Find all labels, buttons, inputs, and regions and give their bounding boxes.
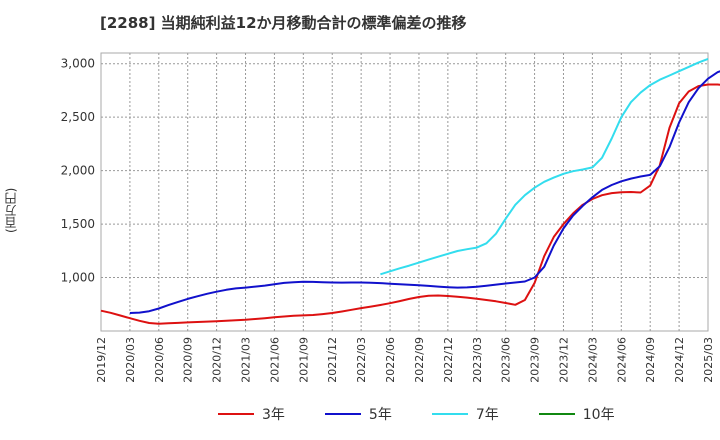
legend-item-3y: 3年: [218, 404, 285, 424]
y-tick-label: 2,500: [61, 110, 95, 124]
legend-swatch-3y: [218, 413, 254, 415]
x-tick-label: 2022/12: [442, 337, 455, 383]
x-tick-label: 2020/12: [211, 337, 224, 383]
x-tick-label: 2023/03: [471, 337, 484, 383]
x-tick-label: 2020/03: [124, 337, 137, 383]
series-5y-line: [129, 70, 720, 314]
x-tick-label: 2022/03: [355, 337, 368, 383]
legend-swatch-10y: [538, 413, 575, 415]
legend-item-10y: 10年: [538, 404, 615, 424]
y-tick-label: 2,000: [61, 164, 95, 178]
x-tick-label: 2024/09: [644, 337, 657, 383]
legend-item-7y: 7年: [431, 404, 499, 424]
x-tick-label: 2022/09: [413, 337, 426, 383]
x-tick-label: 2024/03: [586, 337, 599, 383]
x-tick-label: 2021/06: [268, 337, 281, 383]
x-tick-label: 2021/09: [297, 337, 310, 383]
y-tick-label: 1,500: [61, 217, 95, 231]
x-tick-label: 2024/12: [673, 337, 686, 383]
y-tick-label: 1,000: [61, 271, 95, 285]
legend-label-5y: 5年: [368, 407, 392, 423]
x-tick-label: 2023/12: [557, 337, 570, 383]
plot-frame: [100, 52, 709, 332]
chart-title: [2288] 当期純利益12か月移動合計の標準偏差の推移: [100, 14, 467, 32]
legend-label-3y: 3年: [262, 407, 285, 423]
legend-swatch-7y: [431, 413, 468, 415]
series-7y-line: [380, 57, 709, 276]
x-tick-label: 2020/09: [182, 337, 195, 383]
series-3y-line: [100, 83, 720, 325]
x-tick-label: 2021/12: [326, 337, 339, 383]
x-tick-label: 2023/06: [500, 337, 513, 383]
x-tick-label: 2024/06: [615, 337, 628, 383]
x-tick-label: 2025/03: [702, 337, 715, 383]
legend-label-10y: 10年: [582, 407, 615, 423]
x-tick-label: 2021/03: [240, 337, 253, 383]
x-tick-label: 2022/06: [384, 337, 397, 383]
x-tick-label: 2023/09: [529, 337, 542, 383]
x-tick-label: 2020/06: [153, 337, 166, 383]
legend-swatch-5y: [324, 413, 361, 415]
legend-item-5y: 5年: [324, 404, 392, 424]
y-tick-label: 3,000: [61, 57, 95, 71]
legend: 3年 5年 7年 10年: [218, 404, 615, 424]
legend-label-7y: 7年: [475, 407, 499, 423]
x-tick-label: 2019/12: [95, 337, 108, 383]
